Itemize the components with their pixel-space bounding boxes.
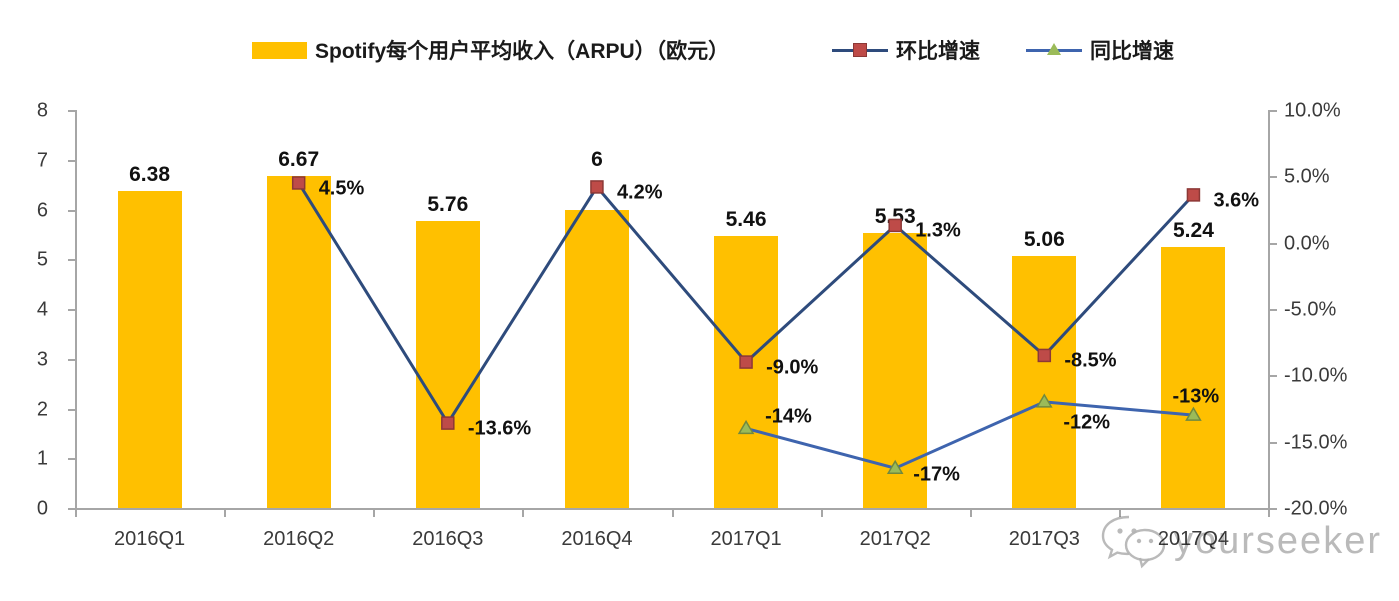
bar-value-label: 5.24	[1173, 219, 1214, 243]
right-axis-tick	[1270, 508, 1277, 510]
x-axis-category-label: 2016Q3	[412, 528, 484, 550]
left-axis-tick	[68, 358, 75, 361]
right-axis-line	[1268, 110, 1270, 508]
arpu-bar	[117, 190, 182, 508]
line-point-label: -14%	[765, 405, 812, 428]
right-axis-tick	[1270, 176, 1277, 179]
line-point-label: 1.3%	[915, 219, 961, 242]
x-axis-tick	[1118, 510, 1121, 517]
line-point-label: -17%	[913, 463, 960, 486]
left-axis-tick	[68, 110, 75, 112]
line-point-label: -13.6%	[467, 417, 532, 440]
right-axis-tick-label: 10.0%	[1284, 99, 1341, 122]
left-axis-tick-label: 8	[36, 99, 48, 122]
x-axis-category-label: 2016Q4	[561, 528, 633, 550]
x-axis-category-label: 2016Q2	[263, 528, 335, 550]
left-axis-tick	[68, 209, 75, 212]
x-axis-category-label: 2017Q3	[1008, 528, 1080, 550]
left-axis-tick	[68, 458, 75, 461]
right-axis-tick	[1270, 441, 1277, 444]
arpu-bar	[266, 176, 331, 508]
left-axis-tick-label: 4	[36, 298, 48, 321]
bar-value-label: 5.46	[725, 208, 767, 232]
right-axis-tick-label: -5.0%	[1284, 298, 1337, 321]
x-axis-tick	[1268, 510, 1270, 517]
bar-value-label: 5.06	[1023, 228, 1065, 252]
legend-item-yoy: 同比增速	[1026, 38, 1174, 63]
legend-item-qoq: 环比增速	[832, 38, 980, 63]
arpu-bar	[415, 221, 480, 508]
left-axis-tick-label: 1	[36, 447, 48, 470]
legend-label-qoq: 环比增速	[896, 40, 980, 63]
right-axis-tick-label: -10.0%	[1284, 364, 1348, 387]
line-point-label: 3.6%	[1213, 189, 1260, 212]
right-axis-tick	[1270, 110, 1277, 112]
arpu-bar	[564, 209, 629, 508]
right-axis-tick-label: -20.0%	[1284, 497, 1348, 520]
right-axis-tick-label: 0.0%	[1284, 232, 1330, 255]
arpu-bar	[1161, 247, 1226, 508]
x-axis-category-label: 2017Q4	[1157, 528, 1230, 550]
right-axis-tick-label: 5.0%	[1284, 165, 1330, 188]
left-axis-tick	[68, 309, 75, 311]
x-axis-tick	[522, 510, 525, 517]
square-marker-icon	[1186, 188, 1201, 202]
square-marker-icon	[853, 43, 867, 57]
right-axis-tick	[1270, 309, 1277, 311]
left-axis-tick	[68, 159, 75, 162]
left-axis-tick-label: 0	[36, 497, 48, 520]
x-axis-tick	[820, 510, 823, 517]
line-point-label: -9.0%	[766, 356, 819, 379]
bar-value-label: 6.38	[129, 162, 170, 186]
left-axis-tick	[68, 408, 75, 411]
right-axis-tick	[1270, 242, 1277, 245]
x-axis-tick	[224, 510, 227, 517]
square-marker-icon	[590, 180, 604, 194]
legend-label-yoy: 同比增速	[1090, 40, 1174, 63]
line-point-label: -8.5%	[1064, 349, 1117, 372]
left-axis-tick-label: 3	[36, 348, 48, 371]
bar-value-label: 6.67	[278, 148, 320, 172]
right-axis-tick-label: -15.0%	[1284, 431, 1348, 454]
x-axis-tick	[75, 510, 77, 517]
bar-value-label: 5.76	[427, 193, 469, 217]
x-axis-line	[75, 508, 1270, 510]
line-point-label: 4.2%	[616, 181, 663, 204]
triangle-marker-icon	[1047, 43, 1061, 56]
x-axis-tick	[373, 510, 376, 517]
x-axis-category-label: 2017Q2	[859, 528, 931, 550]
left-axis-line	[75, 110, 77, 508]
x-axis-tick	[671, 510, 674, 517]
line-point-label: -13%	[1172, 385, 1220, 408]
left-axis-tick	[68, 259, 75, 262]
legend-label-arpu: Spotify每个用户平均收入（ARPU）（欧元）	[315, 40, 730, 63]
arpu-bar	[1012, 256, 1077, 508]
bar-series-swatch	[252, 41, 307, 59]
bar-value-label: 6	[591, 147, 603, 171]
x-axis-category-label: 2016Q1	[113, 528, 186, 550]
left-axis-tick-label: 2	[36, 398, 48, 420]
watermark: yourseeker	[1098, 512, 1382, 570]
yoy-growth-line	[745, 400, 1194, 470]
qoq-line-sample	[832, 43, 888, 57]
left-axis-tick	[68, 508, 75, 510]
x-axis-tick	[969, 510, 972, 517]
line-point-label: -12%	[1063, 411, 1111, 434]
yoy-line-sample	[1026, 43, 1082, 56]
x-axis-category-label: 2017Q1	[710, 528, 782, 550]
line-point-label: 4.5%	[318, 177, 365, 200]
bar-value-label: 5.53	[874, 204, 916, 228]
right-axis-tick	[1270, 375, 1277, 378]
left-axis-tick-label: 7	[36, 149, 48, 172]
left-axis-tick-label: 5	[36, 248, 48, 271]
left-axis-tick-label: 6	[36, 199, 48, 221]
legend-item-arpu: Spotify每个用户平均收入（ARPU）（欧元）	[252, 38, 730, 63]
